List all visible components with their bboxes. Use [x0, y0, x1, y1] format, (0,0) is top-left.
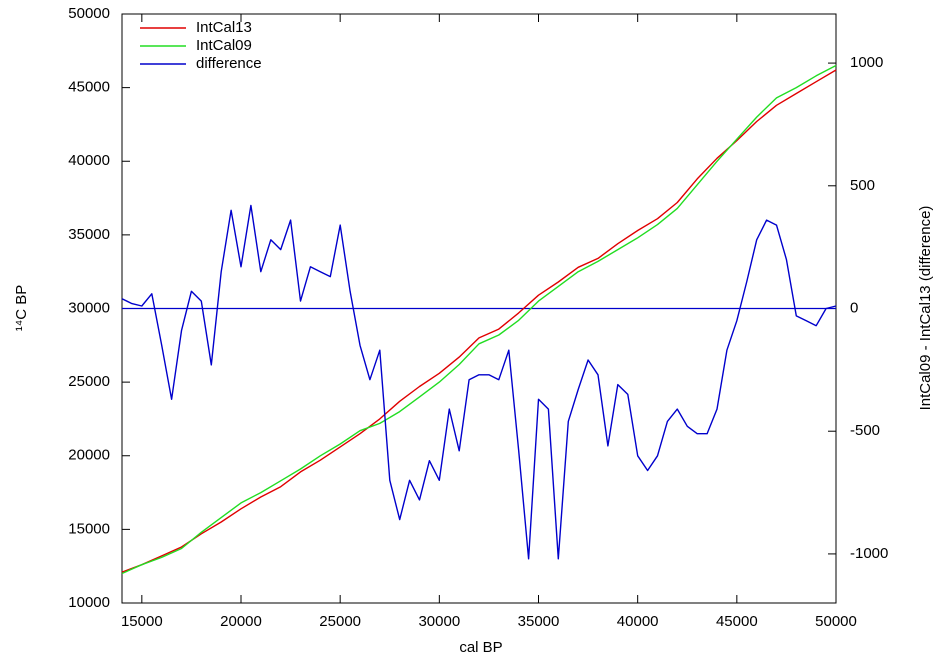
y-tick-label: 10000 [68, 594, 110, 611]
y2-tick-label: 1000 [850, 54, 883, 71]
y2-tick-label: 500 [850, 177, 875, 194]
legend-label: IntCal09 [196, 37, 252, 54]
x-tick-label: 35000 [518, 613, 560, 630]
y2-tick-label: -1000 [850, 545, 888, 562]
y2-axis-label: IntCal09 - IntCal13 (difference) [917, 206, 934, 411]
x-tick-label: 25000 [319, 613, 361, 630]
y2-tick-label: 0 [850, 299, 858, 316]
x-tick-label: 15000 [121, 613, 163, 630]
x-tick-label: 20000 [220, 613, 262, 630]
data-line [121, 204, 837, 560]
x-axis-label: cal BP [459, 639, 502, 656]
y-axis-label: ¹⁴C BP [13, 285, 30, 331]
y2-tick-label: -500 [850, 422, 880, 439]
x-tick-label: 45000 [716, 613, 758, 630]
legend-label: IntCal13 [196, 19, 252, 36]
x-tick-label: 50000 [815, 613, 857, 630]
y-tick-label: 45000 [68, 79, 110, 96]
legend-label: difference [196, 55, 262, 72]
y-tick-label: 20000 [68, 447, 110, 464]
y-tick-label: 40000 [68, 152, 110, 169]
x-tick-label: 30000 [418, 613, 460, 630]
y-tick-label: 25000 [68, 373, 110, 390]
x-tick-label: 40000 [617, 613, 659, 630]
y-tick-label: 35000 [68, 226, 110, 243]
y-tick-label: 50000 [68, 5, 110, 22]
data-line [121, 69, 837, 573]
y-tick-label: 15000 [68, 520, 110, 537]
data-line [121, 64, 837, 575]
y-tick-label: 30000 [68, 299, 110, 316]
